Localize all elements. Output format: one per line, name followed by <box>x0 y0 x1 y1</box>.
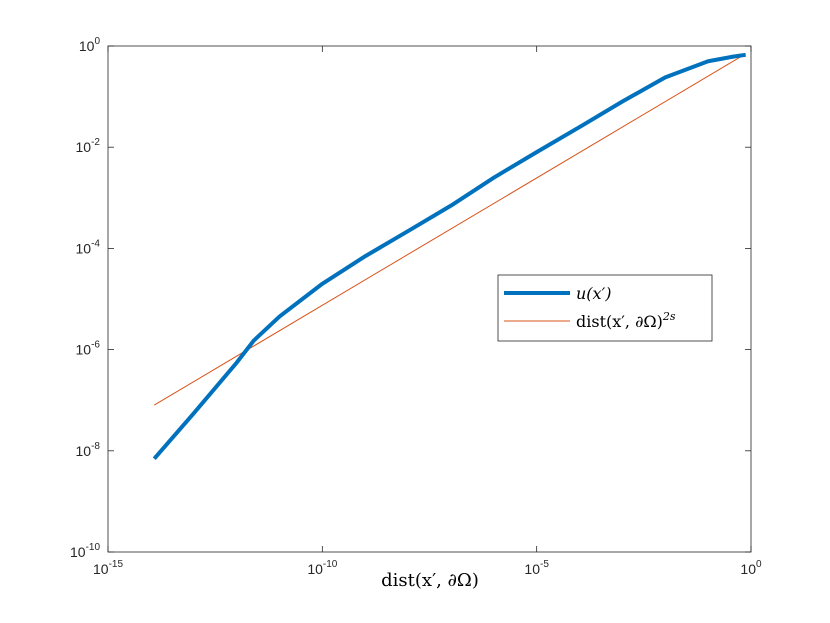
axis-tick-labels: 10-15 10-10 10-5 10010-1010-810-610-410-210… <box>70 36 762 577</box>
y-tick-label: 10-10 <box>70 542 100 560</box>
legend-label-u: u(x′) <box>576 284 611 303</box>
series-layer <box>152 52 746 460</box>
x-tick-label: 10-15 <box>93 559 123 577</box>
y-tick-label: 10-2 <box>76 137 101 155</box>
y-tick-label: 10-6 <box>76 340 101 358</box>
legend-label-dist-main: dist(x′, ∂Ω) <box>576 312 663 331</box>
legend-label-dist: dist(x′, ∂Ω)2s <box>576 310 676 331</box>
x-tick-label: 100 <box>740 559 762 577</box>
y-tick-label: 10-8 <box>76 441 101 459</box>
series-line-dist <box>154 53 746 406</box>
legend-label-dist-sup: 2s <box>662 310 676 323</box>
series-line-u <box>152 52 746 460</box>
x-tick-label: 10-5 <box>524 559 549 577</box>
legend-box <box>497 274 713 342</box>
y-tick-label: 100 <box>79 36 101 54</box>
legend: u(x′) dist(x′, ∂Ω)2s <box>497 274 713 342</box>
x-tick-label: 10-10 <box>307 559 337 577</box>
y-tick-label: 10-4 <box>76 238 101 256</box>
x-axis-label: dist(x′, ∂Ω) <box>381 570 479 591</box>
axis-ticks <box>107 45 752 553</box>
